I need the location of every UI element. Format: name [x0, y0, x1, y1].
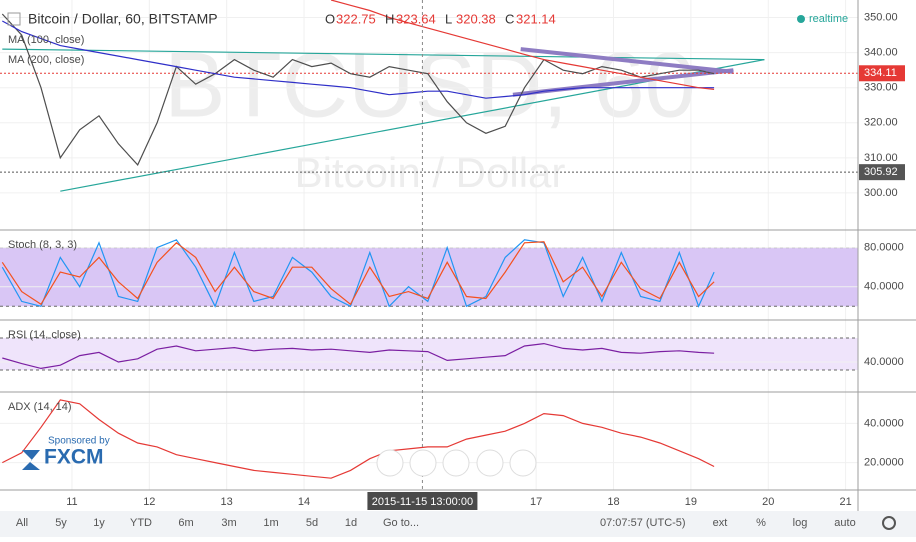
sponsor-text: Sponsored by — [48, 436, 110, 447]
series-line — [2, 342, 715, 370]
range-button[interactable]: 1d — [345, 517, 357, 529]
price-tag — [859, 164, 905, 181]
goto-button[interactable]: Go to... — [383, 517, 419, 529]
nav-button[interactable] — [509, 449, 537, 477]
nav-button[interactable] — [442, 449, 470, 477]
status: realtime — [809, 13, 848, 25]
y-tick-label: 40.0000 — [864, 356, 904, 368]
watermark: BTCUSD, 60 — [164, 34, 696, 136]
legend: MA (100, close) MA (200, close) — [8, 34, 84, 66]
nav-buttons — [376, 449, 537, 477]
x-tick-label: 11 — [66, 496, 77, 508]
y-tick-label: 300.00 — [864, 187, 898, 199]
trendline — [2, 48, 765, 61]
range-button[interactable]: All — [16, 517, 28, 529]
x-tick-label: 12 — [143, 496, 155, 508]
y-tick-label: 40.0000 — [864, 281, 904, 293]
series-line — [1, 241, 715, 306]
x-tick-label: 18 — [607, 496, 619, 508]
ohlc-key: O — [325, 11, 335, 26]
option-button[interactable]: % — [756, 517, 766, 529]
range-button[interactable]: 1y — [93, 517, 105, 529]
range-button[interactable]: 3m — [221, 517, 236, 529]
panel-title: ADX (14, 14) — [8, 401, 72, 413]
y-tick-label: 310.00 — [864, 152, 898, 164]
series-line — [1, 13, 715, 166]
toolbar-items: All 5y 1y YTD 6m 3m 1m 5d 1d Go to... 07:07:57 (UT… — [16, 516, 896, 530]
ohlc-value: 321.14 — [516, 11, 556, 26]
status-dot — [797, 15, 805, 23]
x-tick-label: 20 — [762, 496, 774, 508]
option-button[interactable]: ext — [713, 517, 728, 529]
price-tag-label: 305.92 — [864, 166, 898, 178]
legend-entry: MA (200, close) — [8, 54, 84, 66]
x-tick-label: 13 — [221, 496, 233, 508]
y-tick-label: 320.00 — [864, 117, 898, 129]
sponsor-logo — [22, 450, 40, 470]
nav-button[interactable] — [476, 449, 504, 477]
sponsor-brand: FXCM — [44, 446, 104, 469]
toolbar — [0, 511, 916, 537]
trendline — [520, 47, 734, 74]
ohlc-value: 323.64 — [396, 11, 436, 26]
range-button[interactable]: YTD — [130, 517, 152, 529]
y-tick-label: 350.00 — [864, 11, 898, 23]
ohlc-key: L — [445, 11, 452, 26]
y-tick-label: 20.0000 — [864, 456, 904, 468]
price-tag-label: 334.11 — [864, 67, 897, 79]
crosshair-tag — [367, 492, 478, 510]
band — [0, 338, 858, 370]
range-button[interactable]: 5d — [306, 517, 318, 529]
series-line — [2, 20, 715, 99]
nav-button[interactable] — [376, 449, 404, 477]
x-tick-label: 17 — [530, 496, 542, 508]
x-tick-label: 21 — [839, 496, 851, 508]
range-button[interactable]: 6m — [178, 517, 193, 529]
range-button[interactable]: 5y — [55, 517, 67, 529]
ohlc-value: 322.75 — [336, 11, 376, 26]
crosshair-date: 2015-11-15 13:00:00 — [372, 496, 473, 508]
legend-entry: MA (100, close) — [8, 34, 84, 46]
series-line — [2, 399, 715, 479]
ohlc: O 322.75 H 323.64 L 320.38 C 321.14 — [325, 11, 556, 26]
ohlc-value: 320.38 — [456, 11, 496, 26]
collapse-icon[interactable] — [7, 12, 21, 26]
y-tick-label: 340.00 — [864, 47, 898, 59]
price-tag — [859, 65, 905, 82]
ohlc-key: C — [505, 11, 514, 26]
series-line — [1, 239, 715, 308]
range-button[interactable]: 1m — [263, 517, 278, 529]
settings-button[interactable] — [882, 516, 896, 530]
x-tick-label: 19 — [685, 496, 697, 508]
panel-title: Stoch (8, 3, 3) — [8, 239, 77, 251]
y-tick-label: 80.0000 — [864, 242, 904, 254]
plot: 11 12 13 14 17 18 19 20 21 300.00 310.00 320.00 330.… — [0, 0, 916, 511]
clock: 07:07:57 (UTC-5) — [600, 517, 686, 529]
symbol-title: Bitcoin / Dollar, 60, BITSTAMP — [28, 11, 218, 27]
y-tick-label: 40.0000 — [864, 417, 904, 429]
panel-title: RSI (14, close) — [8, 329, 81, 341]
x-tick-label: 14 — [298, 496, 310, 508]
series-line — [330, 0, 715, 90]
y-tick-label: 330.00 — [864, 82, 898, 94]
ohlc-key: H — [385, 11, 394, 26]
nav-button[interactable] — [409, 449, 437, 477]
option-button[interactable]: log — [793, 517, 808, 529]
option-button[interactable]: auto — [834, 517, 855, 529]
